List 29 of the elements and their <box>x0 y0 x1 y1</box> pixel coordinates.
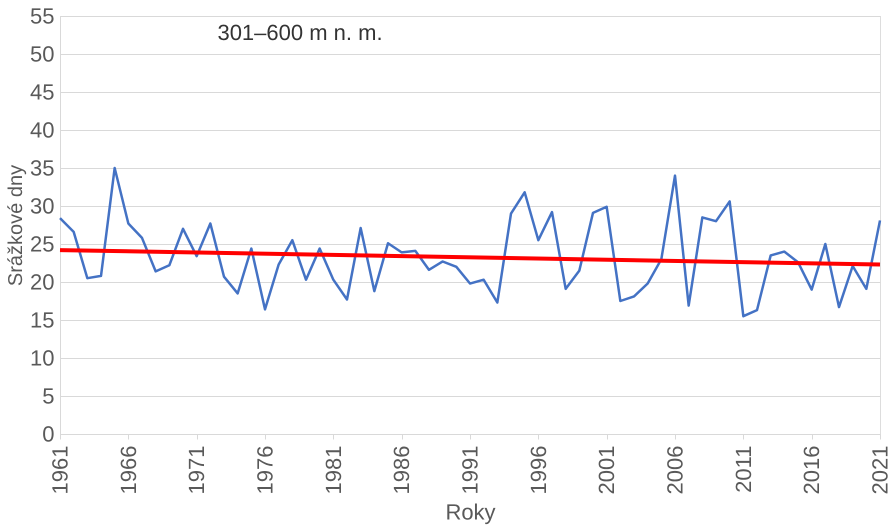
x-tick-label: 1981 <box>320 446 346 494</box>
y-tick-label: 35 <box>30 156 54 180</box>
y-tick-label: 30 <box>30 194 54 218</box>
line-series <box>58 166 882 318</box>
x-tick-label: 1976 <box>252 446 278 494</box>
x-tick-label: 2006 <box>662 446 688 494</box>
y-tick-label: 55 <box>30 4 54 28</box>
y-tick-label: 20 <box>30 270 54 294</box>
chart-title: 301–600 m n. m. <box>217 20 383 45</box>
y-tick-label: 5 <box>42 384 54 408</box>
y-tick-label: 25 <box>30 232 54 256</box>
x-tick-label: 2011 <box>730 446 756 493</box>
y-tick-label: 10 <box>30 346 54 370</box>
x-tick-label: 2016 <box>799 446 824 494</box>
x-tick-label: 1961 <box>48 446 72 494</box>
y-tick-label: 0 <box>42 422 54 446</box>
y-tick-label: 15 <box>30 308 54 332</box>
x-tick-label: 1966 <box>116 446 141 494</box>
x-tick-label: 1996 <box>526 446 551 494</box>
y-axis-title: Srážkové dny <box>5 164 28 286</box>
y-tick-label: 50 <box>30 42 54 66</box>
x-tick-label: 2021 <box>868 446 892 494</box>
y-tick-label: 45 <box>30 80 54 104</box>
x-tick-label: 1971 <box>184 446 210 494</box>
x-tick-label: 2001 <box>594 446 620 494</box>
x-tick-label: 1986 <box>389 446 414 494</box>
y-tick-label: 40 <box>30 118 54 142</box>
x-axis-title: Roky <box>445 499 496 524</box>
x-tick-label: 1991 <box>458 446 482 494</box>
